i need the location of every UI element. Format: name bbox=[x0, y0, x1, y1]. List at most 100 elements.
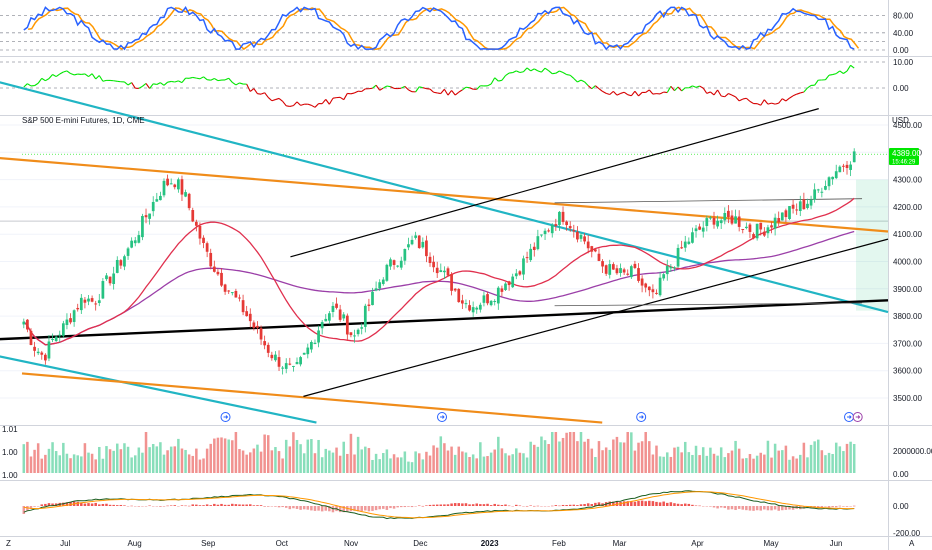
price-panel[interactable] bbox=[0, 81, 889, 424]
macd-histogram-bar bbox=[356, 506, 360, 512]
macd-histogram-bar bbox=[504, 504, 507, 506]
candle-body bbox=[310, 342, 313, 350]
time-tick-label: Sep bbox=[201, 539, 216, 548]
momentum-tick-label: 10.00 bbox=[893, 58, 914, 67]
volume-bar bbox=[705, 455, 709, 473]
candle-body bbox=[248, 313, 252, 322]
black-support-line[interactable] bbox=[0, 299, 889, 341]
momentum-segment bbox=[494, 77, 499, 82]
macd-histogram-bar bbox=[198, 505, 202, 506]
macd-histogram-bar bbox=[256, 505, 259, 506]
macd-histogram-bar bbox=[403, 506, 407, 508]
macd-histogram-bar bbox=[435, 504, 439, 506]
orange-channel-lower[interactable] bbox=[21, 372, 603, 424]
volume-bar bbox=[292, 432, 295, 473]
macd-histogram-bar bbox=[716, 506, 719, 509]
momentum-segment bbox=[519, 71, 524, 74]
macd-histogram-bar bbox=[421, 505, 425, 507]
candle-body bbox=[162, 180, 166, 196]
candle-body bbox=[61, 323, 65, 336]
channel-lower-line[interactable] bbox=[303, 238, 889, 397]
volume-bar bbox=[245, 454, 248, 473]
volume-bar bbox=[597, 441, 601, 473]
momentum-segment bbox=[127, 82, 132, 86]
candle-body bbox=[626, 273, 630, 275]
macd-histogram-bar bbox=[80, 502, 83, 506]
volume-bar bbox=[148, 447, 151, 473]
candle-body bbox=[712, 217, 716, 225]
candle-body bbox=[65, 319, 69, 325]
candle-body bbox=[331, 305, 335, 312]
macd-histogram-bar bbox=[709, 506, 712, 507]
macd-histogram-bar bbox=[615, 501, 619, 506]
macd-histogram-bar bbox=[137, 506, 141, 507]
momentum-segment bbox=[113, 80, 118, 82]
volume-bar bbox=[662, 456, 665, 473]
candle-body bbox=[144, 215, 148, 218]
volume-bar bbox=[234, 432, 238, 473]
timezone-icon[interactable]: Z bbox=[6, 539, 11, 548]
volume-bar bbox=[716, 455, 719, 473]
macd-histogram-bar bbox=[468, 504, 471, 506]
candle-body bbox=[166, 178, 169, 186]
volume-bar bbox=[701, 447, 705, 473]
macd-histogram-bar bbox=[40, 504, 44, 506]
volume-bar bbox=[748, 454, 752, 473]
volume-bar bbox=[58, 455, 62, 473]
macd-histogram-bar bbox=[299, 506, 302, 510]
auto-scale-icon[interactable]: A bbox=[909, 539, 915, 548]
candle-body bbox=[47, 341, 51, 359]
momentum-panel[interactable] bbox=[0, 61, 888, 108]
volume-bar bbox=[608, 449, 612, 473]
trend-lines[interactable] bbox=[0, 81, 889, 424]
momentum-segment bbox=[149, 83, 154, 89]
macd-histogram-bar bbox=[590, 504, 594, 506]
candle-body bbox=[824, 186, 827, 190]
candle-body bbox=[26, 319, 29, 330]
volume-panel[interactable] bbox=[22, 432, 856, 473]
momentum-segment bbox=[738, 98, 744, 102]
candle-body bbox=[259, 328, 263, 340]
macd-panel[interactable] bbox=[22, 490, 856, 520]
time-axis[interactable]: Jul Aug Sep Oct Nov Dec 2023 Feb Mar Apr May Jun bbox=[60, 539, 842, 548]
teal-channel-lower[interactable] bbox=[0, 355, 317, 424]
candle-body bbox=[572, 230, 576, 232]
candle-body bbox=[345, 315, 349, 335]
event-markers[interactable] bbox=[220, 412, 863, 422]
momentum-segment bbox=[433, 91, 438, 94]
macd-histogram-bar bbox=[773, 506, 777, 510]
macd-histogram-bar bbox=[130, 505, 133, 507]
macd-histogram-bar bbox=[317, 506, 320, 511]
candle-body bbox=[568, 226, 572, 229]
candle-body bbox=[561, 211, 565, 222]
stochastic-tick-label: 80.00 bbox=[893, 12, 914, 21]
candle-body bbox=[629, 266, 633, 278]
candle-body bbox=[486, 294, 489, 304]
momentum-segment bbox=[55, 73, 61, 78]
candle-body bbox=[389, 259, 392, 267]
price-axis[interactable]: 4500.004400.004300.004200.004100.004000.… bbox=[893, 12, 932, 538]
stochastic-panel[interactable] bbox=[0, 5, 888, 51]
channel-upper-line[interactable] bbox=[290, 108, 819, 258]
candle-body bbox=[159, 195, 162, 201]
momentum-segment bbox=[573, 78, 578, 83]
range-low-line[interactable] bbox=[554, 302, 863, 307]
candle-body bbox=[496, 287, 500, 304]
volume-bar bbox=[759, 452, 762, 473]
volume-bar bbox=[205, 448, 209, 473]
volume-bar bbox=[266, 435, 270, 473]
momentum-segment bbox=[343, 93, 348, 100]
price-tick-label: 4100.00 bbox=[893, 230, 922, 239]
momentum-segment bbox=[91, 73, 97, 80]
momentum-line bbox=[23, 64, 855, 108]
volume-bar bbox=[651, 454, 655, 473]
macd-histogram-bar bbox=[662, 501, 665, 506]
candle-body bbox=[457, 289, 461, 303]
volume-profile bbox=[856, 179, 888, 311]
teal-channel-upper[interactable] bbox=[0, 81, 889, 314]
orange-channel-upper[interactable] bbox=[0, 156, 889, 233]
volume-bar bbox=[518, 452, 522, 473]
momentum-segment bbox=[638, 92, 643, 97]
momentum-segment bbox=[98, 75, 104, 82]
